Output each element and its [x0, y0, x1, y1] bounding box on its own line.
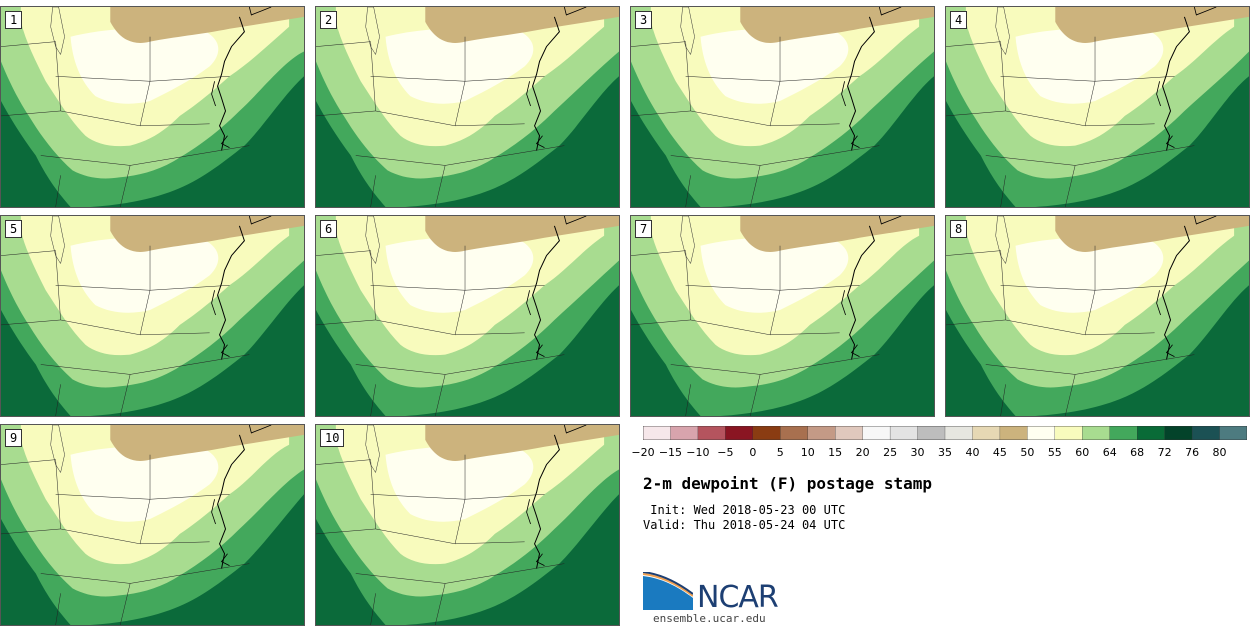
colorbar-tick-label: 10: [800, 446, 815, 459]
colorbar-tick-label: −15: [658, 446, 683, 459]
colorbar-swatch: [917, 426, 946, 440]
colorbar-swatch: [1164, 426, 1193, 440]
colorbar-tick-label: 15: [828, 446, 843, 459]
member-label: 7: [635, 220, 653, 238]
colorbar-tick-label: 72: [1157, 446, 1172, 459]
colorbar-swatch: [1219, 426, 1247, 440]
colorbar-swatch: [835, 426, 864, 440]
colorbar-swatch: [999, 426, 1028, 440]
colorbar-tick-label: 40: [965, 446, 980, 459]
colorbar-swatch: [752, 426, 781, 440]
colorbar-swatch: [1082, 426, 1111, 440]
member-map: 8: [945, 215, 1250, 417]
valid-time: Valid: Thu 2018-05-24 04 UTC: [643, 518, 846, 532]
member-label: 3: [635, 11, 653, 29]
colorbar-swatch: [1191, 426, 1220, 440]
member-label: 4: [950, 11, 968, 29]
colorbar-swatch: [1054, 426, 1083, 440]
ensemble-url: ensemble.ucar.edu: [653, 612, 766, 625]
member-label: 2: [320, 11, 338, 29]
ncar-logo-icon: [643, 572, 693, 610]
colorbar-swatch: [1027, 426, 1056, 440]
member-label: 10: [320, 429, 345, 447]
plot-title: 2-m dewpoint (F) postage stamp: [643, 474, 932, 493]
colorbar-tick-label: 80: [1212, 446, 1227, 459]
member-label: 9: [5, 429, 23, 447]
member-map: 10: [315, 424, 620, 626]
colorbar-tick-label: 0: [749, 446, 757, 459]
colorbar-tick-label: 55: [1047, 446, 1062, 459]
colorbar-tick-label: −5: [717, 446, 734, 459]
colorbar-swatch: [944, 426, 973, 440]
colorbar-tick-label: 30: [910, 446, 925, 459]
colorbar-tick-label: 5: [776, 446, 784, 459]
colorbar-swatch: [807, 426, 836, 440]
colorbar-tick-label: 64: [1102, 446, 1117, 459]
colorbar-tick-label: 50: [1020, 446, 1035, 459]
member-map: 3: [630, 6, 935, 208]
member-map: 1: [0, 6, 305, 208]
ncar-logo-text: NCAR: [697, 580, 779, 615]
colorbar-tick-label: 76: [1185, 446, 1200, 459]
member-map: 2: [315, 6, 620, 208]
colorbar-swatch: [643, 426, 671, 440]
member-label: 6: [320, 220, 338, 238]
colorbar-swatch: [670, 426, 699, 440]
colorbar-swatch: [862, 426, 891, 440]
member-map: 5: [0, 215, 305, 417]
member-map: 4: [945, 6, 1250, 208]
colorbar-tick-label: 60: [1075, 446, 1090, 459]
member-label: 8: [950, 220, 968, 238]
colorbar-swatch: [725, 426, 754, 440]
colorbar-swatch: [780, 426, 809, 440]
colorbar-tick-label: 35: [938, 446, 952, 459]
dewpoint-colorbar: [643, 426, 1247, 440]
member-label: 5: [5, 220, 23, 238]
member-map: 7: [630, 215, 935, 417]
member-map: 6: [315, 215, 620, 417]
colorbar-tick-label: −10: [686, 446, 710, 459]
colorbar-swatch: [889, 426, 918, 440]
colorbar-swatch: [697, 426, 726, 440]
colorbar-tick-label: 45: [992, 446, 1007, 459]
member-map: 9: [0, 424, 305, 626]
colorbar-tick-label: 25: [883, 446, 898, 459]
init-time: Init: Wed 2018-05-23 00 UTC: [643, 503, 846, 517]
colorbar-tick-label: 68: [1130, 446, 1145, 459]
colorbar-swatch: [1109, 426, 1138, 440]
colorbar-tick-label: 20: [855, 446, 870, 459]
colorbar-tick-label: −20: [631, 446, 655, 459]
colorbar-swatch: [1137, 426, 1166, 440]
member-label: 1: [5, 11, 23, 29]
colorbar-swatch: [972, 426, 1001, 440]
